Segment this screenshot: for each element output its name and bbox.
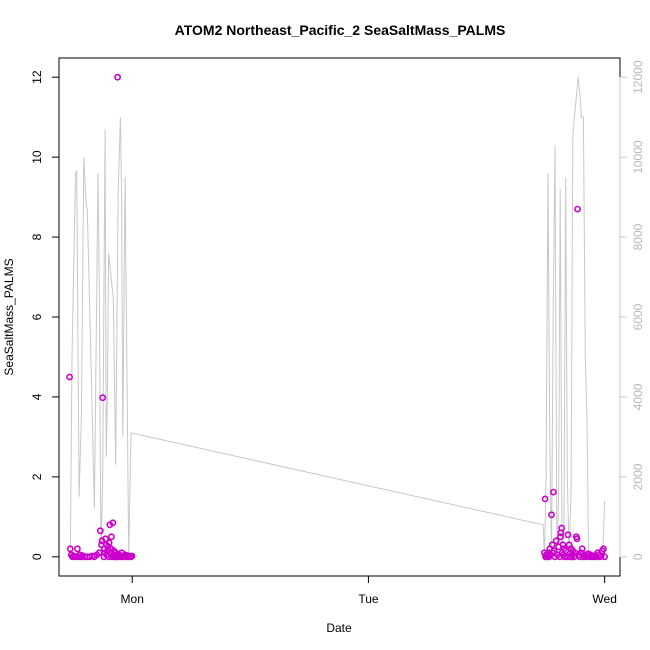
- x-axis-label: Date: [326, 621, 352, 635]
- data-point: [128, 552, 136, 560]
- data-point: [74, 545, 81, 553]
- line-series: [69, 77, 606, 558]
- data-point: [541, 495, 549, 503]
- data-point: [105, 539, 113, 547]
- x-tick-label: Tue: [358, 592, 379, 606]
- y-right-tick-label: 2000: [631, 463, 645, 490]
- chart-title: ATOM2 Northeast_Pacific_2 SeaSaltMass_PA…: [175, 22, 506, 38]
- y-left-tick-label: 12: [30, 70, 44, 84]
- y-left-tick-label: 10: [30, 150, 44, 164]
- data-point: [114, 73, 121, 81]
- data-point: [601, 553, 608, 561]
- y-right-tick-label: 10000: [631, 140, 645, 174]
- data-point: [574, 205, 581, 213]
- data-point: [66, 545, 74, 553]
- data-point: [552, 537, 560, 545]
- data-point: [573, 535, 581, 543]
- x-tick-label: Wed: [592, 592, 616, 606]
- data-point: [578, 545, 586, 553]
- x-tick-label: Mon: [121, 592, 144, 606]
- y-left-tick-label: 2: [30, 473, 44, 480]
- data-point: [558, 524, 566, 532]
- plot-frame: [58, 57, 621, 577]
- y-right-tick-label: 4000: [631, 383, 645, 410]
- y-left-tick-label: 6: [30, 313, 44, 320]
- scatter-series: [66, 73, 608, 561]
- data-point: [99, 394, 107, 402]
- y-axis-right: 0 2000 4000 6000 8000 10000 12000: [619, 60, 645, 560]
- y-left-tick-label: 0: [30, 553, 44, 560]
- y-axis-left: 0 2 4 6 8 10 12: [30, 70, 60, 560]
- y-left-tick-label: 4: [30, 393, 44, 400]
- y-right-tick-label: 6000: [631, 303, 645, 330]
- data-point: [108, 533, 115, 541]
- data-point: [109, 519, 117, 527]
- data-point: [559, 541, 567, 549]
- y-right-tick-label: 8000: [631, 223, 645, 250]
- data-point: [550, 547, 558, 555]
- x-axis: Mon Tue Wed: [121, 575, 617, 606]
- data-point: [102, 535, 109, 543]
- y-right-tick-label: 12000: [631, 60, 645, 94]
- data-point: [600, 545, 607, 553]
- data-point: [96, 527, 104, 535]
- data-point: [550, 488, 557, 496]
- data-point: [548, 541, 556, 549]
- line-series-path: [69, 77, 606, 558]
- data-point: [564, 531, 572, 539]
- y-axis-label: SeaSaltMass_PALMS: [2, 258, 16, 375]
- data-point: [557, 533, 564, 541]
- data-point: [66, 373, 73, 381]
- data-point: [548, 511, 555, 519]
- y-left-tick-label: 8: [30, 233, 44, 240]
- y-right-tick-label: 0: [631, 553, 645, 560]
